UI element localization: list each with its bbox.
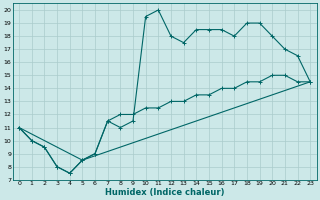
X-axis label: Humidex (Indice chaleur): Humidex (Indice chaleur) [105, 188, 224, 197]
